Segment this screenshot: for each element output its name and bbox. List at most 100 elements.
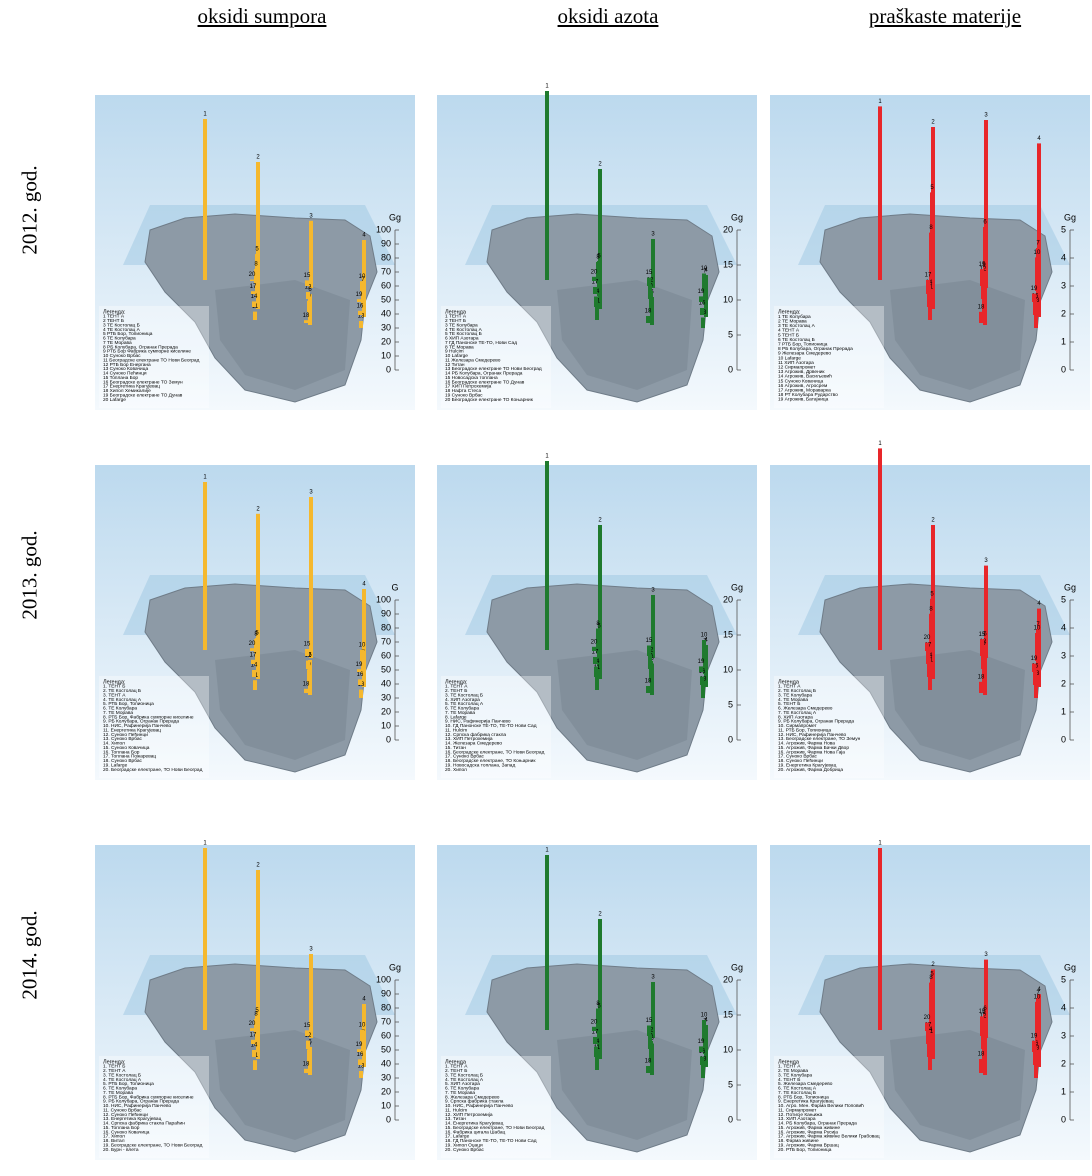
bar-label: 20 bbox=[249, 1021, 256, 1027]
bar-label: 1 bbox=[545, 848, 549, 854]
bar-label: 12 bbox=[305, 653, 312, 659]
bar bbox=[878, 448, 882, 650]
bar bbox=[701, 1064, 705, 1078]
row-title: 2014. god. bbox=[17, 910, 42, 1000]
bar bbox=[980, 639, 984, 656]
bar bbox=[253, 311, 257, 320]
bar-label: 19 bbox=[356, 292, 363, 298]
legend-item: 19 Сунoко Врбас bbox=[445, 393, 483, 399]
tick-label: 40 bbox=[381, 678, 391, 688]
legend-title: Легенда: bbox=[778, 309, 801, 315]
tick-label: 3 bbox=[1061, 280, 1066, 290]
bar bbox=[647, 277, 651, 286]
row-title: 2013. god. bbox=[17, 530, 42, 620]
tick-label: 30 bbox=[381, 1072, 391, 1082]
axis-unit: Gg bbox=[731, 962, 743, 972]
bar bbox=[926, 280, 930, 294]
bar-label: 8 bbox=[254, 632, 258, 638]
tick-label: 50 bbox=[381, 1044, 391, 1054]
bar bbox=[305, 280, 309, 286]
legend-item: 2. ТЕ Костолац Б bbox=[103, 688, 141, 694]
legend-box bbox=[99, 676, 209, 778]
bar-label: 1 bbox=[545, 84, 549, 90]
tick-label: 3 bbox=[1061, 1030, 1066, 1040]
bar bbox=[648, 655, 652, 669]
bar bbox=[254, 639, 258, 653]
map-panel: G 0 10 20 30 40 50 60 70 80 90 100 Легенда:1. ТЕНТ Б… bbox=[95, 465, 415, 780]
bar bbox=[304, 320, 308, 323]
legend-item: 20. Хипол bbox=[445, 767, 467, 773]
bar-label: 4 bbox=[704, 638, 708, 644]
bar bbox=[700, 308, 704, 315]
legend-item: 18. Сунoко Пећинци bbox=[778, 758, 823, 764]
bar-label: 19 bbox=[1031, 656, 1038, 662]
tick-label: 70 bbox=[381, 266, 391, 276]
legend-item: 11. Сирмапромет bbox=[778, 1107, 817, 1113]
bar-label: 15 bbox=[304, 1023, 311, 1029]
bar-label: 8 bbox=[929, 975, 933, 981]
legend-item: 5 РТБ Бор, Топионица bbox=[103, 331, 153, 337]
bar-label: 4 bbox=[1037, 136, 1041, 142]
bar-label: 2 bbox=[598, 162, 602, 168]
bar-label: 14 bbox=[251, 294, 258, 300]
tick-label: 10 bbox=[381, 720, 391, 730]
bar-label: 5 bbox=[930, 185, 934, 191]
bar bbox=[359, 321, 363, 328]
legend-item: 15. Титан bbox=[445, 745, 466, 751]
bar bbox=[598, 525, 602, 679]
bar-label: 12 bbox=[305, 285, 312, 291]
legend-item: 5. РТБ Бор, Топионица bbox=[103, 1081, 154, 1087]
tick-label: 100 bbox=[376, 974, 391, 984]
legend-item: 17. Сунoко Врбас bbox=[778, 754, 818, 760]
tick-label: 50 bbox=[381, 294, 391, 304]
bar bbox=[1033, 301, 1037, 315]
bar bbox=[596, 262, 600, 283]
legend-item: 9 Hulcim bbox=[445, 349, 464, 355]
map-panel: Gg 0 10 20 30 40 50 60 70 80 90 100 Легенда:1. ТЕНТ … bbox=[95, 841, 415, 1160]
tick-label: 0 bbox=[728, 1114, 733, 1124]
bar-label: 2 bbox=[931, 120, 935, 126]
tick-label: 70 bbox=[381, 636, 391, 646]
bar bbox=[203, 119, 207, 280]
tick-label: 90 bbox=[381, 988, 391, 998]
bar-label: 20 bbox=[924, 635, 931, 641]
bar-label: 2 bbox=[598, 912, 602, 918]
legend-box bbox=[774, 1056, 884, 1158]
bar-label: 7 bbox=[361, 277, 365, 283]
bar bbox=[254, 269, 258, 283]
bar-label: 7 bbox=[1036, 622, 1040, 628]
legend-item: 10. НИС, Рафинерија Панчево bbox=[445, 1103, 514, 1109]
bar bbox=[592, 1026, 596, 1031]
legend-item: 5. ТЕНТ Б bbox=[778, 701, 800, 707]
bar bbox=[594, 296, 598, 307]
legend-item: 12 Титан bbox=[445, 362, 465, 368]
legend-item: 20. Сунoко Врбас bbox=[445, 1147, 485, 1153]
legend-item: 15. Агрожив, Фарма живине bbox=[778, 1125, 840, 1131]
legend-item: 2 ТЕНТ Б bbox=[103, 318, 124, 324]
bar bbox=[878, 848, 882, 1030]
bar-label: 10 bbox=[359, 1022, 366, 1028]
bar-label: 19 bbox=[356, 1042, 363, 1048]
bar-label: 16 bbox=[357, 672, 364, 678]
legend-title: Легенда bbox=[778, 679, 800, 685]
tick-label: 4 bbox=[1061, 252, 1066, 262]
bar-label: 3 bbox=[309, 490, 313, 496]
legend-item: 12. Сунoко Пећинци bbox=[103, 732, 148, 738]
legend-item: 12 Сирмапромет bbox=[778, 364, 816, 370]
bar-label: 2 bbox=[256, 155, 260, 161]
legend-item: 4. ТЕ Костолац А bbox=[445, 1077, 484, 1083]
legend-item: 10. НИС, Рафинерија Панчево bbox=[103, 1103, 172, 1109]
legend-item: 6. ТЕ Костолац А bbox=[778, 1086, 817, 1092]
bar bbox=[702, 273, 706, 291]
legend-item: 15 Сунoко Ковачица bbox=[778, 378, 823, 384]
bar bbox=[360, 1029, 364, 1041]
bar bbox=[252, 301, 256, 307]
bar bbox=[979, 681, 983, 693]
legend-item: 4. ХИП Азотара bbox=[445, 697, 480, 703]
bar-label: 15 bbox=[646, 638, 653, 644]
legend-item: 16. Београдске електране, ТО Нови Београ… bbox=[445, 749, 545, 755]
bar bbox=[307, 1049, 311, 1062]
bar-label: 3 bbox=[984, 113, 988, 119]
bar-label: 8 bbox=[596, 621, 600, 627]
legend-item: 18. Београдске електране, ТО Коњарник bbox=[445, 758, 536, 764]
